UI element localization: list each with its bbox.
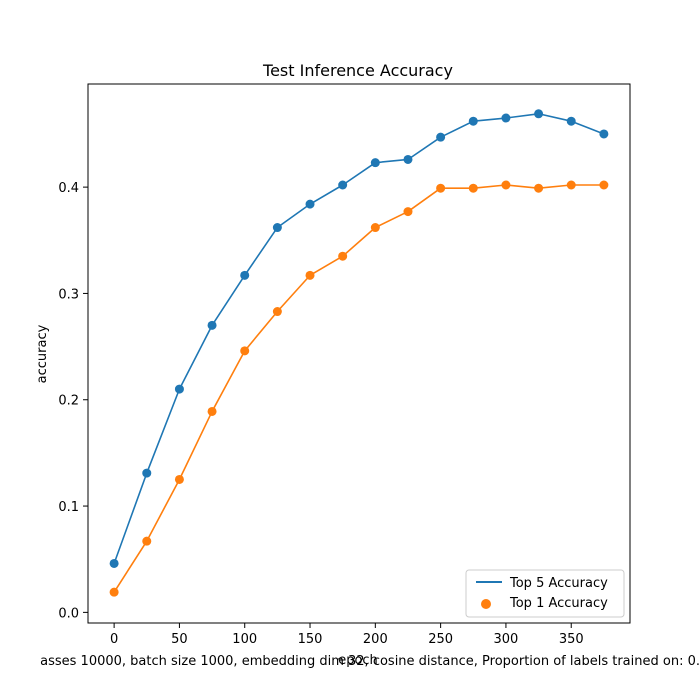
data-point-top1 [436, 183, 446, 193]
data-point-top5 [534, 109, 544, 119]
x-tick-label: 250 [428, 632, 453, 647]
data-point-top1 [534, 183, 544, 193]
chart-title: Test Inference Accuracy [262, 61, 453, 80]
data-point-top5 [370, 158, 380, 168]
data-point-top1 [468, 183, 478, 193]
data-point-top5 [599, 129, 609, 139]
x-tick-label: 350 [559, 632, 584, 647]
data-point-top1 [305, 270, 315, 280]
data-point-top1 [403, 207, 413, 217]
data-point-top5 [207, 320, 217, 330]
legend-box [465, 569, 625, 618]
data-point-top5 [468, 116, 478, 126]
plot-frame [87, 83, 631, 624]
series-line-top5 [113, 112, 605, 564]
data-point-top5 [305, 199, 315, 209]
x-tick-label: 100 [232, 632, 257, 647]
legend-label-top5: Top 5 Accuracy [509, 576, 608, 591]
y-axis-label: accuracy [35, 324, 50, 383]
data-point-top5 [501, 113, 511, 123]
data-point-top1 [272, 307, 282, 317]
x-axis-label: epoch [338, 653, 378, 668]
legend-label-top1: Top 1 Accuracy [509, 596, 608, 611]
data-point-top5 [403, 154, 413, 164]
plot-layer [109, 109, 609, 597]
data-point-top1 [207, 406, 217, 416]
legend: Top 5 Accuracy Top 1 Accuracy [465, 569, 625, 618]
y-tick-label: 0.3 [58, 287, 79, 302]
data-point-top5 [566, 116, 576, 126]
series-line-top1 [113, 184, 604, 593]
data-point-top5 [142, 468, 152, 478]
data-point-top1 [599, 180, 609, 190]
x-tick-label: 300 [494, 632, 519, 647]
y-tick-label: 0.4 [58, 181, 79, 196]
data-point-top1 [174, 474, 184, 484]
x-tick-label: 0 [110, 632, 118, 647]
data-point-top5 [240, 270, 250, 280]
axes-layer: 0 50 100 150 200 250 300 350 0.0 0.1 0.2 0.3 0.4 [58, 181, 583, 647]
x-tick-label: 150 [298, 632, 323, 647]
y-tick-label: 0.1 [58, 500, 79, 515]
x-tick-label: 200 [363, 632, 388, 647]
data-point-top1 [240, 346, 250, 356]
data-point-top1 [566, 180, 576, 190]
data-point-top5 [272, 223, 282, 233]
data-point-top5 [338, 180, 348, 190]
data-point-top1 [338, 251, 348, 261]
data-point-top5 [174, 384, 184, 394]
data-point-top1 [109, 587, 119, 597]
x-tick-label: 50 [171, 632, 188, 647]
y-tick-label: 0.2 [58, 394, 79, 409]
chart-caption: asses 10000, batch size 1000, embedding … [40, 654, 700, 669]
y-tick-label: 0.0 [58, 606, 79, 621]
data-point-top1 [142, 536, 152, 546]
data-point-top1 [370, 223, 380, 233]
data-point-top1 [501, 180, 511, 190]
legend-marker-top1 [481, 599, 491, 609]
data-point-top5 [109, 558, 119, 568]
data-point-top5 [436, 132, 446, 142]
